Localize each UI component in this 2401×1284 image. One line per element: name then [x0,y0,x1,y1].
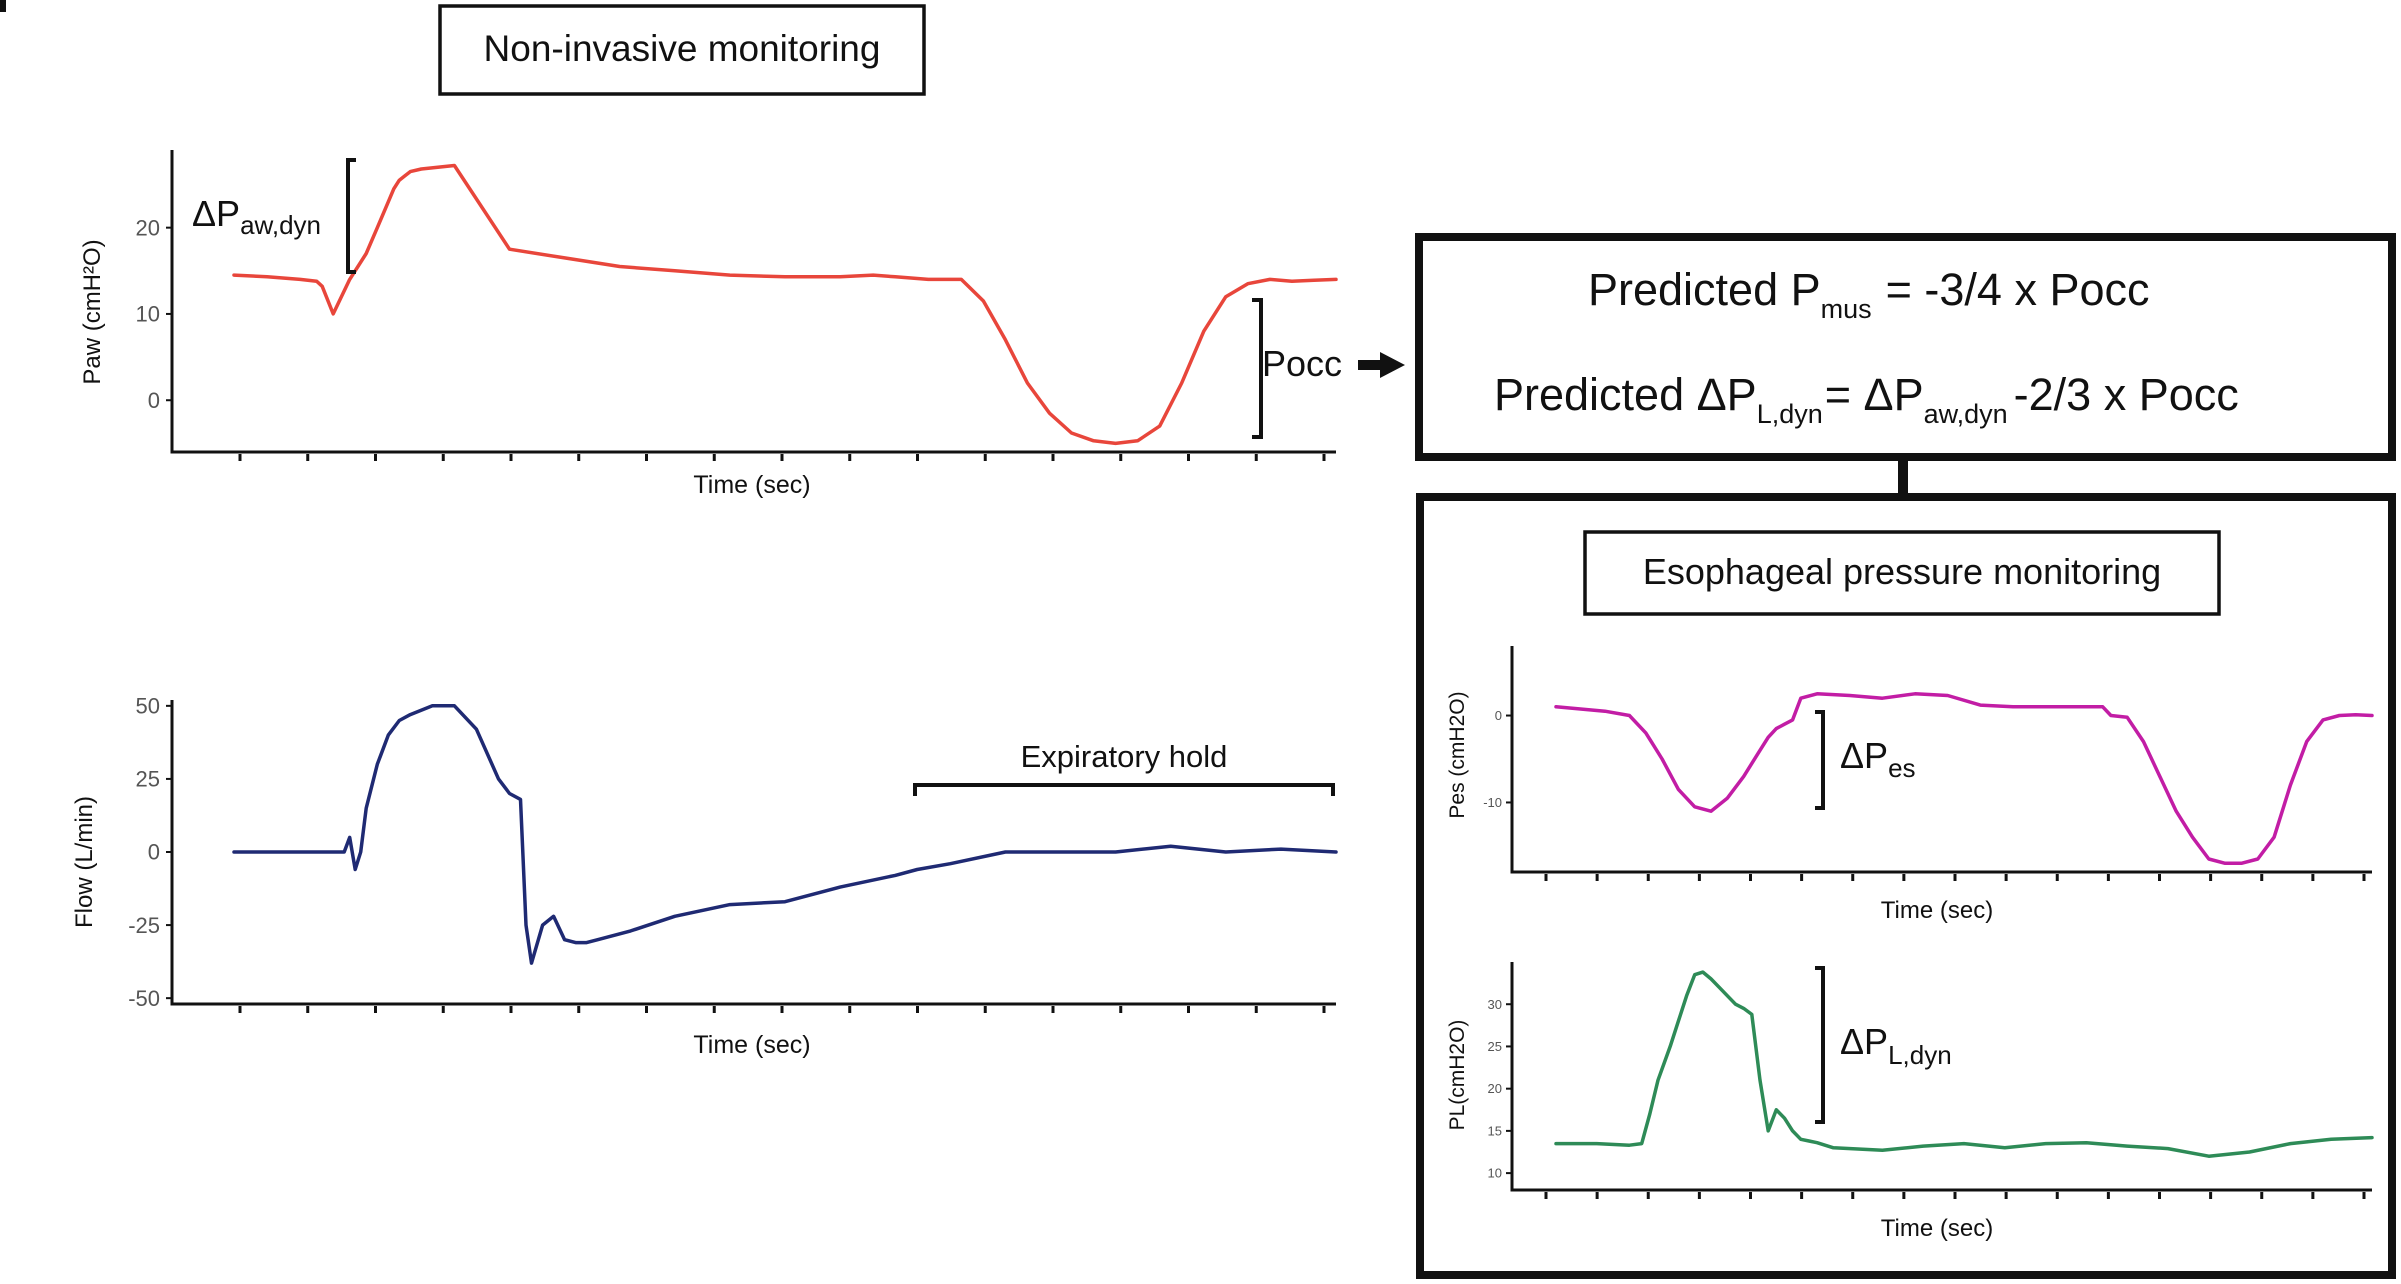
formula-box: Predicted Pmus = -3/4 x Pocc Predicted ΔP… [1415,233,2396,461]
esophageal-box: Esophageal pressure monitoring [1416,493,2396,1279]
formula-2-sub: L,dyn [1757,399,1823,429]
pocc-label: Pocc [1262,343,1342,384]
pl-y-axis-label: PL(cmH2O) [1446,1020,1469,1131]
formula-1-sub: mus [1821,294,1872,324]
flow-y-tick-label: 25 [136,767,160,792]
svg-text:ΔPL,dyn: ΔPL,dyn [1840,1021,1952,1070]
panel-letter-fragment [0,0,6,12]
flow-y-tick-label: 0 [148,840,160,865]
pl-x-axis-label: Time (sec) [1881,1215,1993,1242]
expiratory-hold-annotation: Expiratory hold [913,739,1335,796]
formula-2c: -2/3 x Pocc [2014,369,2239,420]
noninvasive-title-box: Non-invasive monitoring [438,4,926,96]
formula-2-sub2: aw,dyn [1924,399,2008,429]
pl-y-tick-label: 20 [1488,1081,1502,1096]
pes-y-tick-label: 0 [1495,708,1502,723]
delta-pes-bracket [1815,710,1825,810]
delta-paw-symbol: ΔP [192,193,240,234]
svg-text:ΔPaw,dyn: ΔPaw,dyn [192,193,321,240]
pes-y-axis-label: Pes (cmH2O) [1446,691,1469,818]
pes-y-tick-label: -10 [1483,795,1502,810]
delta-pes-annotation: ΔPes [1815,710,1916,810]
pes-x-axis-label: Time (sec) [1881,897,1993,924]
pes-series-line [1554,692,2374,866]
flow-chart: Flow (L/min) Time (sec) -50 -25 0 25 50 [71,694,1338,1059]
paw-series-line [232,163,1338,446]
pl-y-tick-label: 15 [1488,1123,1502,1138]
pl-y-tick-label: 30 [1488,997,1502,1012]
paw-x-axis-label: Time (sec) [693,471,810,499]
flow-y-axis-label: Flow (L/min) [71,796,98,928]
pl-y-tick-label: 10 [1488,1166,1502,1181]
paw-y-axis-label: Paw (cmH²O) [79,239,106,384]
delta-pes-symbol: ΔP [1840,735,1888,776]
delta-pes-sub: es [1888,753,1915,783]
formula-line-2: Predicted ΔPL,dyn= ΔPaw,dyn -2/3 x Pocc [1494,369,2239,429]
pocc-bracket [1252,298,1263,439]
flow-y-tick-label: -25 [128,913,160,938]
pocc-arrow-head [1380,352,1405,378]
delta-pl-symbol: ΔP [1840,1021,1888,1062]
delta-paw-dyn-annotation: ΔPaw,dyn [192,158,356,274]
formula-line-1: Predicted Pmus = -3/4 x Pocc [1588,264,2150,324]
paw-y-tick-label: 10 [136,302,160,327]
paw-chart: Paw (cmH²O) Time (sec) 0 10 20 [79,150,1338,499]
formula-2b: = ΔP [1825,369,1924,420]
delta-pl-bracket [1815,966,1825,1124]
pl-series-line [1554,970,2374,1158]
esophageal-title: Esophageal pressure monitoring [1643,551,2161,592]
flow-x-axis-label: Time (sec) [693,1031,810,1059]
formula-1b: = -3/4 x Pocc [1886,264,2150,315]
delta-paw-sub: aw,dyn [240,210,321,240]
pocc-annotation: Pocc [1252,298,1405,439]
flow-series-line [232,704,1338,965]
flow-y-tick-label: 50 [136,694,160,719]
delta-pl-sub: L,dyn [1888,1040,1952,1070]
paw-y-tick-label: 0 [148,388,160,413]
delta-pl-dyn-annotation: ΔPL,dyn [1815,966,1952,1124]
paw-y-tick-label: 20 [136,215,160,240]
expiratory-hold-label: Expiratory hold [1021,739,1228,774]
esophageal-title-box [1583,530,2221,616]
formula-1a: Predicted P [1588,264,1821,315]
svg-text:ΔPes: ΔPes [1840,735,1916,783]
pl-y-tick-label: 25 [1488,1039,1502,1054]
pl-chart: PL(cmH2O) Time (sec) 10 15 20 25 30 [1446,962,2374,1242]
formula-2a: Predicted ΔP [1494,369,1757,420]
noninvasive-title: Non-invasive monitoring [484,28,881,69]
delta-paw-bracket [346,158,356,274]
pes-chart: Pes (cmH2O) Time (sec) -10 0 [1446,646,2374,924]
expiratory-hold-bracket [913,783,1335,796]
flow-y-tick-label: -50 [128,986,160,1011]
